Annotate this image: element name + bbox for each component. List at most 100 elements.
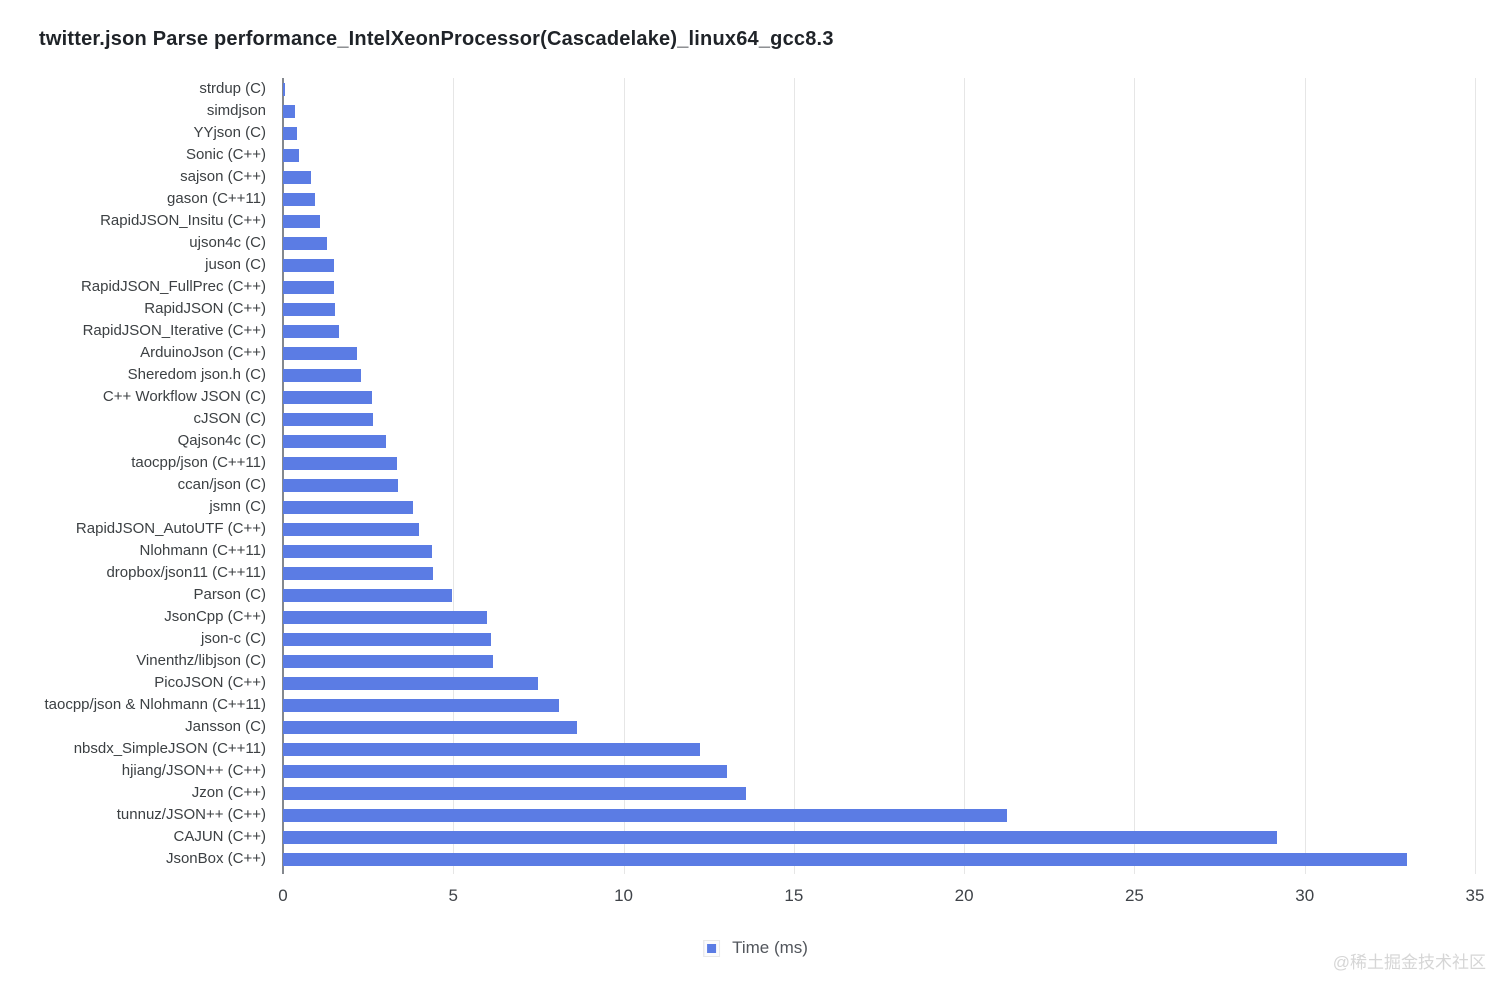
x-tick-label: 5 bbox=[448, 886, 459, 905]
bar[interactable] bbox=[283, 82, 286, 96]
bar-row bbox=[283, 408, 1475, 430]
bar-row bbox=[283, 298, 1475, 320]
bar-row bbox=[283, 540, 1475, 562]
category-label: Nlohmann (C++11) bbox=[139, 542, 266, 559]
gridline bbox=[1475, 78, 1476, 874]
bar[interactable] bbox=[283, 500, 413, 514]
bar[interactable] bbox=[283, 214, 321, 228]
bar-row bbox=[283, 386, 1475, 408]
bar[interactable] bbox=[283, 192, 315, 206]
category-label: JsonCpp (C++) bbox=[164, 608, 266, 625]
bar[interactable] bbox=[283, 698, 559, 712]
bar[interactable] bbox=[283, 258, 335, 272]
bar[interactable] bbox=[283, 566, 434, 580]
bar[interactable] bbox=[283, 676, 538, 690]
category-label: strdup (C) bbox=[199, 80, 266, 97]
bar[interactable] bbox=[283, 280, 335, 294]
bar[interactable] bbox=[283, 170, 311, 184]
bar[interactable] bbox=[283, 236, 327, 250]
category-label: dropbox/json11 (C++11) bbox=[106, 564, 266, 581]
bar[interactable] bbox=[283, 478, 399, 492]
gridline bbox=[964, 78, 966, 874]
category-label: json-c (C) bbox=[200, 630, 266, 647]
category-label: nbsdx_SimpleJSON (C++11) bbox=[73, 740, 266, 757]
bar-row bbox=[283, 166, 1475, 188]
category-label: tunnuz/JSON++ (C++) bbox=[116, 806, 266, 823]
bar[interactable] bbox=[283, 544, 433, 558]
bar-row bbox=[283, 804, 1475, 826]
bar[interactable] bbox=[283, 456, 398, 470]
bar-row bbox=[283, 430, 1475, 452]
bar[interactable] bbox=[283, 610, 488, 624]
bar[interactable] bbox=[283, 324, 340, 338]
bar[interactable] bbox=[283, 830, 1278, 844]
bar-row bbox=[283, 342, 1475, 364]
bar-row bbox=[283, 144, 1475, 166]
bar-row bbox=[283, 672, 1475, 694]
category-label: RapidJSON_AutoUTF (C++) bbox=[75, 520, 266, 537]
category-label: Sonic (C++) bbox=[185, 146, 266, 163]
category-label: Sheredom json.h (C) bbox=[127, 366, 266, 383]
legend-swatch-icon bbox=[703, 939, 721, 957]
bar-row bbox=[283, 518, 1475, 540]
bar-row bbox=[283, 628, 1475, 650]
bar-row bbox=[283, 826, 1475, 848]
category-label: JsonBox (C++) bbox=[165, 850, 266, 867]
bar[interactable] bbox=[283, 720, 578, 734]
category-label: jsmn (C) bbox=[209, 498, 266, 515]
gridline bbox=[453, 78, 455, 874]
bar-row bbox=[283, 738, 1475, 760]
axis-baseline bbox=[282, 78, 284, 874]
category-label: ArduinoJson (C++) bbox=[140, 344, 266, 361]
bar[interactable] bbox=[283, 632, 491, 646]
bar-row bbox=[283, 78, 1475, 100]
bar-row bbox=[283, 760, 1475, 782]
category-axis: strdup (C) simdjson YYjson (C) Sonic (C++) s… bbox=[0, 78, 266, 870]
category-label: cJSON (C) bbox=[193, 410, 267, 427]
category-label: Parson (C) bbox=[193, 586, 266, 603]
bar[interactable] bbox=[283, 126, 297, 140]
legend-item-time[interactable]: Time (ms) bbox=[703, 938, 808, 958]
category-label: ujson4c (C) bbox=[189, 234, 266, 251]
category-label: ccan/json (C) bbox=[177, 476, 266, 493]
bar-row bbox=[283, 122, 1475, 144]
bar[interactable] bbox=[283, 434, 386, 448]
bar[interactable] bbox=[283, 148, 299, 162]
bar-row bbox=[283, 100, 1475, 122]
bar[interactable] bbox=[283, 368, 362, 382]
bar-row bbox=[283, 584, 1475, 606]
bar-row bbox=[283, 848, 1475, 870]
category-label: C++ Workflow JSON (C) bbox=[102, 388, 266, 405]
bar[interactable] bbox=[283, 654, 493, 668]
category-label: Jzon (C++) bbox=[191, 784, 266, 801]
bar[interactable] bbox=[283, 808, 1008, 822]
bar[interactable] bbox=[283, 390, 372, 404]
bar-row bbox=[283, 606, 1475, 628]
bar-row bbox=[283, 364, 1475, 386]
plot-area bbox=[282, 78, 1476, 874]
bar[interactable] bbox=[283, 786, 747, 800]
category-label: Jansson (C) bbox=[185, 718, 266, 735]
bar[interactable] bbox=[283, 764, 728, 778]
category-label: CAJUN (C++) bbox=[173, 828, 266, 845]
bar[interactable] bbox=[283, 742, 701, 756]
x-tick-label: 20 bbox=[954, 886, 974, 905]
bar[interactable] bbox=[283, 346, 357, 360]
bar[interactable] bbox=[283, 302, 336, 316]
x-tick-label: 10 bbox=[614, 886, 634, 905]
gridline bbox=[1134, 78, 1136, 874]
category-label: RapidJSON_Iterative (C++) bbox=[82, 322, 266, 339]
category-label: simdjson bbox=[206, 102, 266, 119]
bar[interactable] bbox=[283, 412, 373, 426]
x-tick-label: 0 bbox=[278, 886, 288, 905]
category-label: Vinenthz/libjson (C) bbox=[136, 652, 266, 669]
x-tick-label: 30 bbox=[1295, 886, 1315, 905]
bar-row bbox=[283, 254, 1475, 276]
bar[interactable] bbox=[283, 852, 1407, 866]
bar[interactable] bbox=[283, 522, 420, 536]
category-label: hjiang/JSON++ (C++) bbox=[121, 762, 266, 779]
bar[interactable] bbox=[283, 588, 452, 602]
bar-row bbox=[283, 694, 1475, 716]
bar[interactable] bbox=[283, 104, 295, 118]
x-tick-label: 25 bbox=[1124, 886, 1144, 905]
